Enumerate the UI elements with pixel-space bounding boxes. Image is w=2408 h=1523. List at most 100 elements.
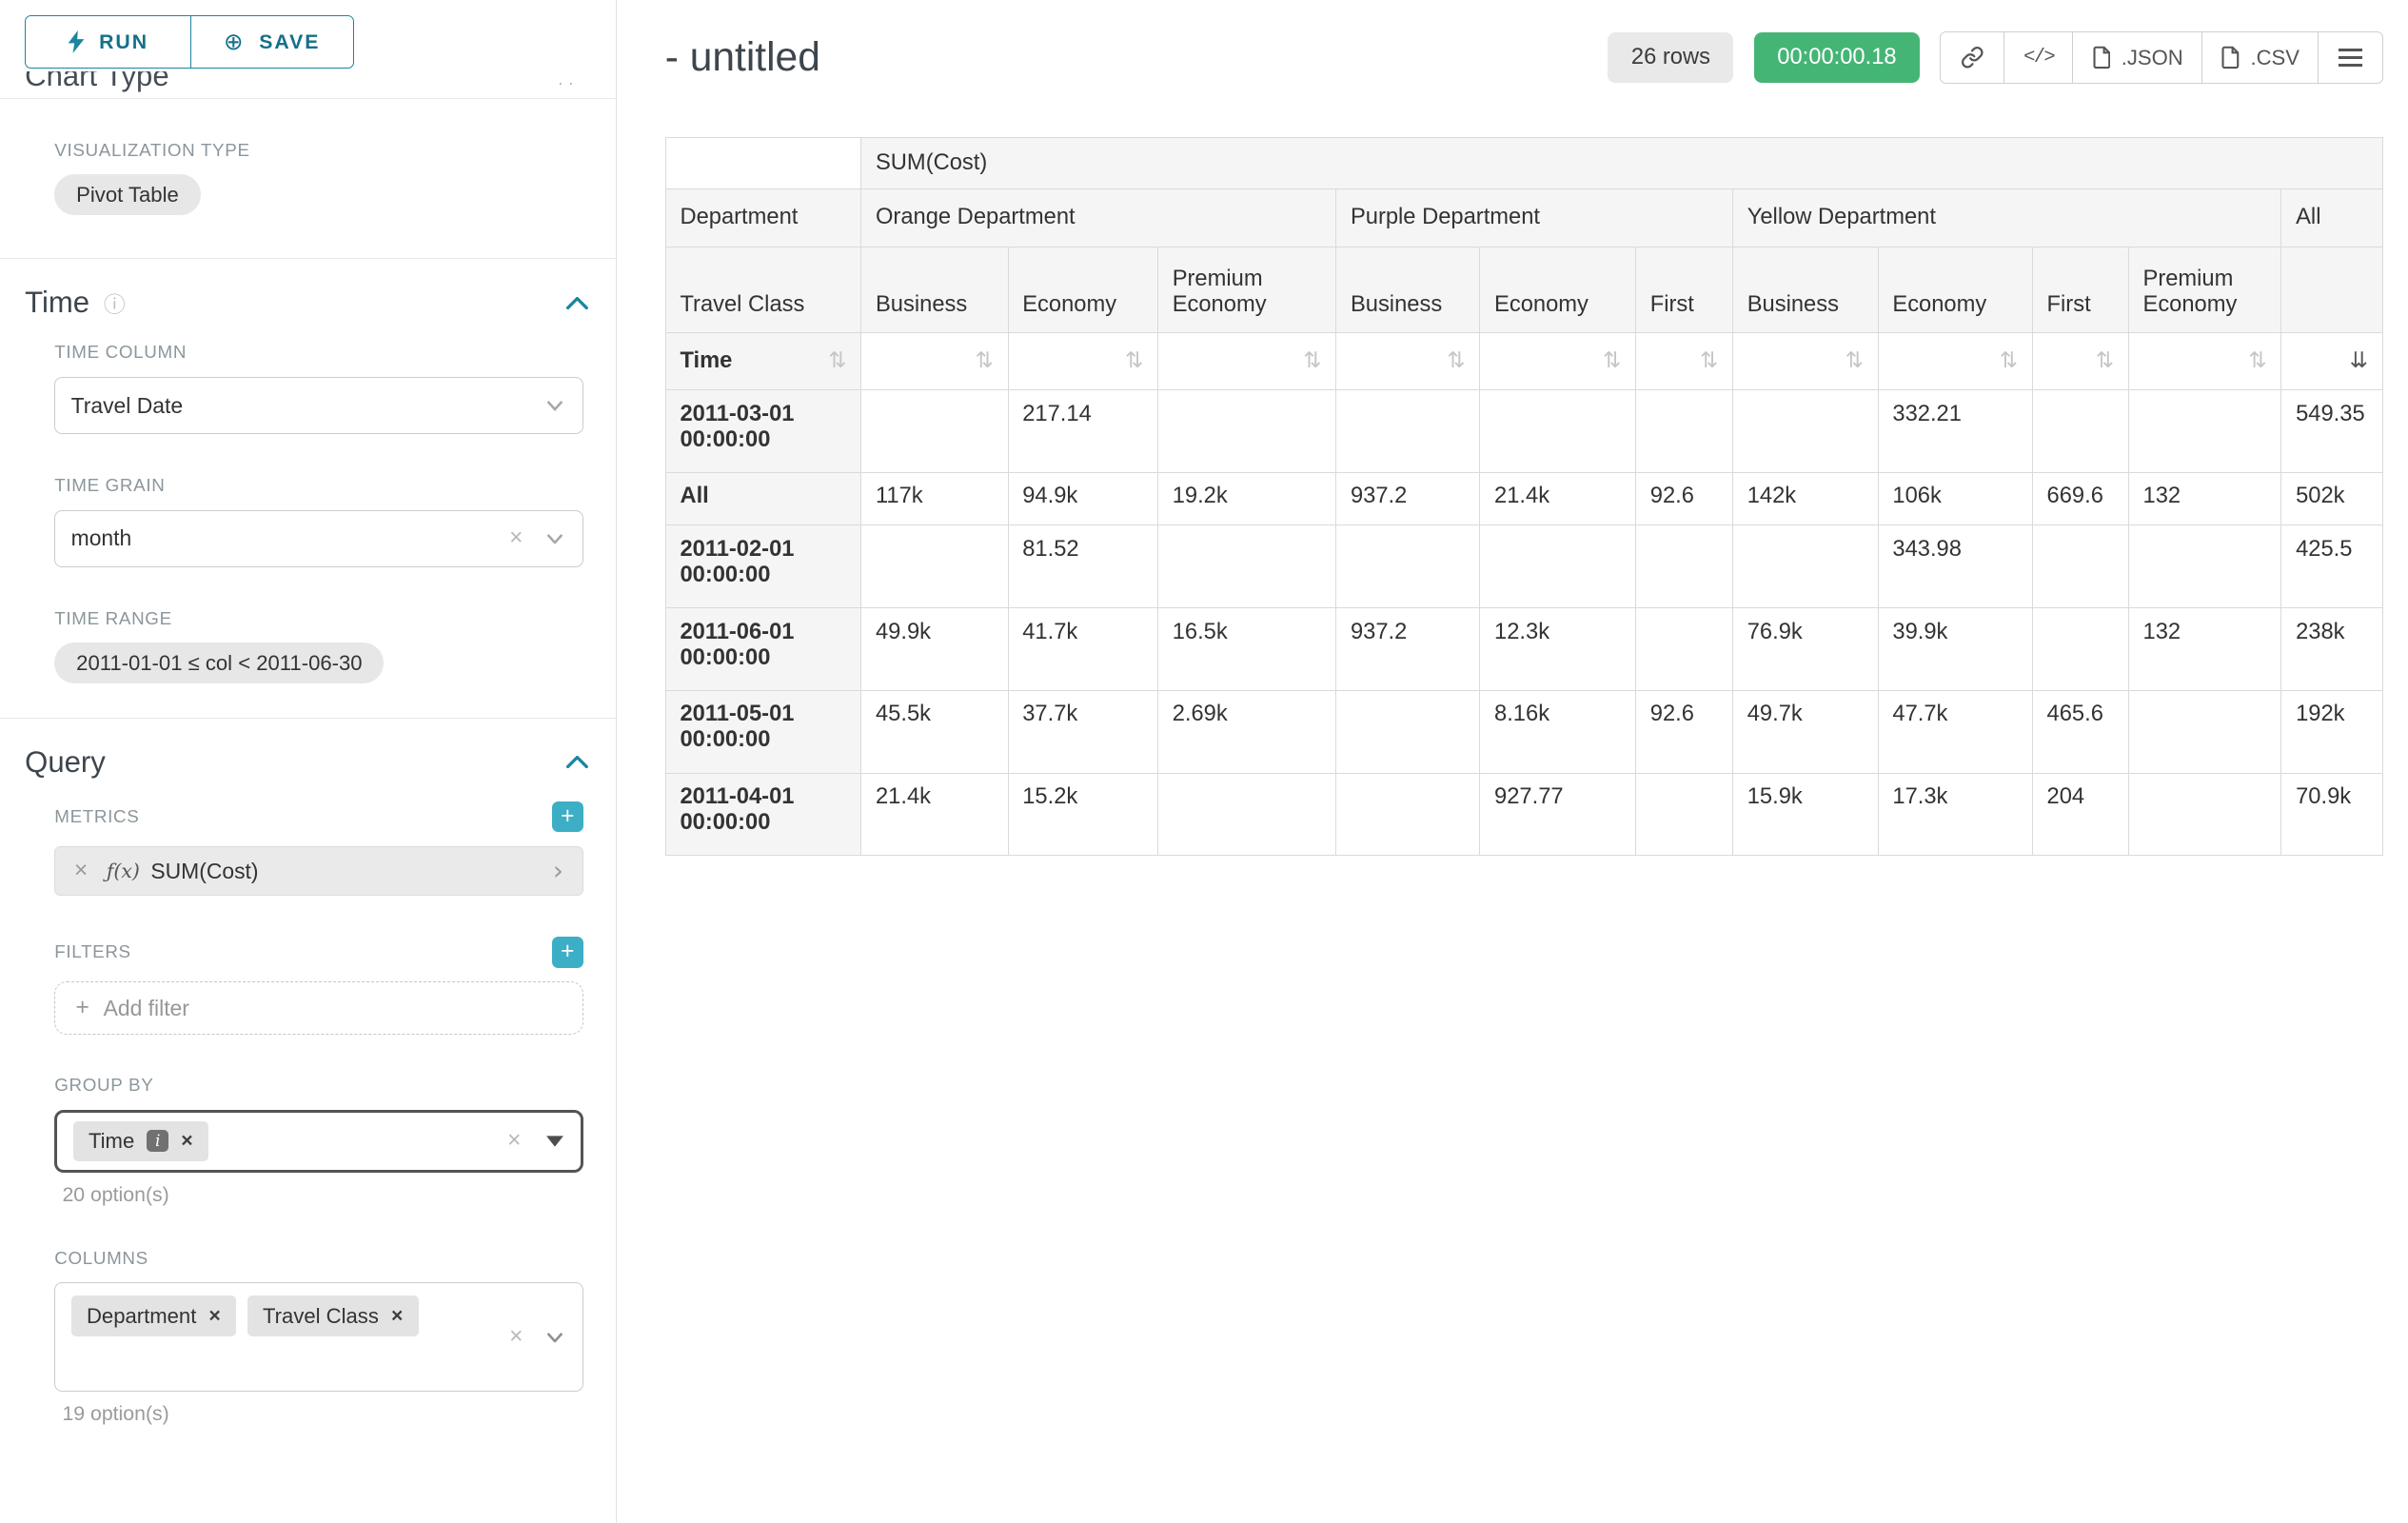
sort-descending-icon[interactable]: ⇊ xyxy=(2350,350,2368,372)
pivot-value-cell: 465.6 xyxy=(2032,690,2128,773)
pivot-value-cell: 17.3k xyxy=(1878,773,2032,856)
filters-control: FILTERS + + Add filter xyxy=(54,937,582,1035)
columns-select[interactable]: Department × Travel Class × × xyxy=(54,1282,582,1392)
chart-title[interactable]: - untitled xyxy=(665,34,820,81)
pivot-value-cell xyxy=(861,525,1008,608)
add-metric-button[interactable]: + xyxy=(552,801,583,833)
columns-value-tag[interactable]: Department × xyxy=(71,1296,237,1335)
columns-label: COLUMNS xyxy=(54,1248,582,1269)
sort-toggle-icon[interactable]: ⇅ xyxy=(2248,350,2266,372)
filters-label: FILTERS xyxy=(54,941,130,962)
sort-toggle-icon[interactable]: ⇅ xyxy=(1447,350,1465,372)
pivot-table: SUM(Cost)DepartmentOrange DepartmentPurp… xyxy=(665,137,2383,856)
chart-type-collapse-icon[interactable]: ·· xyxy=(558,73,579,93)
pivot-value-cell xyxy=(1336,390,1480,473)
pivot-value-cell xyxy=(1733,390,1879,473)
export-csv-button[interactable]: .CSV xyxy=(2201,31,2319,85)
chevron-up-icon[interactable] xyxy=(566,297,588,309)
add-filter-dropzone[interactable]: + Add filter xyxy=(54,981,582,1035)
chevron-up-icon[interactable] xyxy=(566,756,588,768)
remove-metric-icon[interactable]: × xyxy=(74,860,88,883)
chevron-down-icon[interactable] xyxy=(546,533,563,544)
remove-tag-icon[interactable]: × xyxy=(391,1306,403,1326)
sort-cell: ⇅ xyxy=(861,332,1008,390)
sort-toggle-icon[interactable]: ⇅ xyxy=(976,350,994,372)
time-grain-select[interactable]: month × xyxy=(54,510,582,568)
chart-panel: - untitled 26 rows 00:00:00.18 </> xyxy=(617,0,2408,1523)
query-section-header: Query xyxy=(0,719,616,801)
pivot-value-cell: 117k xyxy=(861,472,1008,525)
pivot-value-cell xyxy=(1157,773,1335,856)
link-icon xyxy=(1961,46,1984,69)
pivot-value-cell: 92.6 xyxy=(1636,472,1733,525)
clear-icon[interactable]: × xyxy=(509,1325,523,1349)
column-header: Economy xyxy=(1878,247,2032,332)
pivot-value-cell: 16.5k xyxy=(1157,608,1335,691)
column-group-header: Yellow Department xyxy=(1733,188,2281,247)
add-filter-button[interactable]: + xyxy=(552,937,583,968)
visualization-type-value[interactable]: Pivot Table xyxy=(54,174,200,214)
file-icon xyxy=(2092,46,2111,69)
sort-cell: ⇅ xyxy=(2128,332,2281,390)
time-column-select[interactable]: Travel Date xyxy=(54,377,582,435)
menu-button[interactable] xyxy=(2318,31,2383,85)
pivot-value-cell: 21.4k xyxy=(1480,472,1636,525)
clear-icon[interactable]: × xyxy=(507,1130,521,1154)
pivot-value-cell: 343.98 xyxy=(1878,525,2032,608)
clear-icon[interactable]: × xyxy=(509,527,523,551)
group-by-select[interactable]: Time i × × xyxy=(54,1110,582,1172)
sort-cell: ⇅ xyxy=(1878,332,2032,390)
chevron-down-icon[interactable] xyxy=(546,400,563,410)
metric-item[interactable]: × ƒ(x) SUM(Cost) › xyxy=(54,846,582,896)
pivot-value-cell: 21.4k xyxy=(861,773,1008,856)
sort-toggle-icon[interactable]: ⇅ xyxy=(1303,350,1321,372)
run-button[interactable]: RUN xyxy=(25,15,191,69)
column-header: Business xyxy=(1733,247,1879,332)
pivot-value-cell: 41.7k xyxy=(1008,608,1157,691)
export-json-button[interactable]: .JSON xyxy=(2072,31,2202,85)
save-button[interactable]: ⊕ SAVE xyxy=(190,15,354,69)
column-header: Premium Economy xyxy=(1157,247,1335,332)
sort-toggle-icon[interactable]: ⇅ xyxy=(2096,350,2114,372)
chevron-down-icon[interactable] xyxy=(546,1332,563,1342)
sort-toggle-icon[interactable]: ⇅ xyxy=(1845,350,1864,372)
time-range-value[interactable]: 2011-01-01 ≤ col < 2011-06-30 xyxy=(54,643,384,682)
sort-toggle-icon[interactable]: ⇅ xyxy=(1603,350,1621,372)
code-icon: </> xyxy=(2023,47,2054,69)
pivot-row: 2011-05-01 00:00:0045.5k37.7k2.69k8.16k9… xyxy=(665,690,2382,773)
sort-toggle-icon[interactable]: ⇅ xyxy=(828,350,846,372)
metric-header: SUM(Cost) xyxy=(861,137,2382,188)
pivot-value-cell: 132 xyxy=(2128,608,2281,691)
metrics-label: METRICS xyxy=(54,806,139,827)
hamburger-icon xyxy=(2339,49,2362,68)
pivot-value-cell: 669.6 xyxy=(2032,472,2128,525)
time-range-control: TIME RANGE 2011-01-01 ≤ col < 2011-06-30 xyxy=(54,608,582,683)
sort-toggle-icon[interactable]: ⇅ xyxy=(1125,350,1143,372)
pivot-row: 2011-03-01 00:00:00217.14332.21549.35 xyxy=(665,390,2382,473)
pivot-value-cell xyxy=(1480,390,1636,473)
row-dimension-label: Travel Class xyxy=(665,247,861,332)
columns-value-tag[interactable]: Travel Class × xyxy=(247,1296,419,1335)
plus-circle-icon: ⊕ xyxy=(224,30,246,54)
sort-cell: ⇅ xyxy=(1008,332,1157,390)
pivot-value-cell: 106k xyxy=(1878,472,2032,525)
sort-cell: ⇅ xyxy=(2032,332,2128,390)
sort-toggle-icon[interactable]: ⇅ xyxy=(1700,350,1718,372)
pivot-value-cell: 45.5k xyxy=(861,690,1008,773)
export-csv-label: .CSV xyxy=(2250,46,2299,70)
time-column-label: TIME COLUMN xyxy=(54,342,582,363)
remove-tag-icon[interactable]: × xyxy=(208,1306,220,1326)
query-save-toolbar: RUN ⊕ SAVE xyxy=(0,0,616,71)
group-by-value-tag[interactable]: Time i × xyxy=(73,1121,208,1161)
pivot-value-cell xyxy=(2032,390,2128,473)
row-header: 2011-02-01 00:00:00 xyxy=(665,525,861,608)
embed-code-button[interactable]: </> xyxy=(2003,31,2073,85)
caret-down-icon[interactable] xyxy=(546,1136,563,1146)
pivot-value-cell xyxy=(1636,773,1733,856)
columns-control: COLUMNS Department × Travel Class × × 19… xyxy=(54,1248,582,1427)
sort-toggle-icon[interactable]: ⇅ xyxy=(2000,350,2018,372)
share-link-button[interactable] xyxy=(1940,31,2005,85)
chart-type-section-title: Chart Type xyxy=(25,71,168,93)
remove-tag-icon[interactable]: × xyxy=(181,1131,192,1151)
column-header xyxy=(2281,247,2382,332)
